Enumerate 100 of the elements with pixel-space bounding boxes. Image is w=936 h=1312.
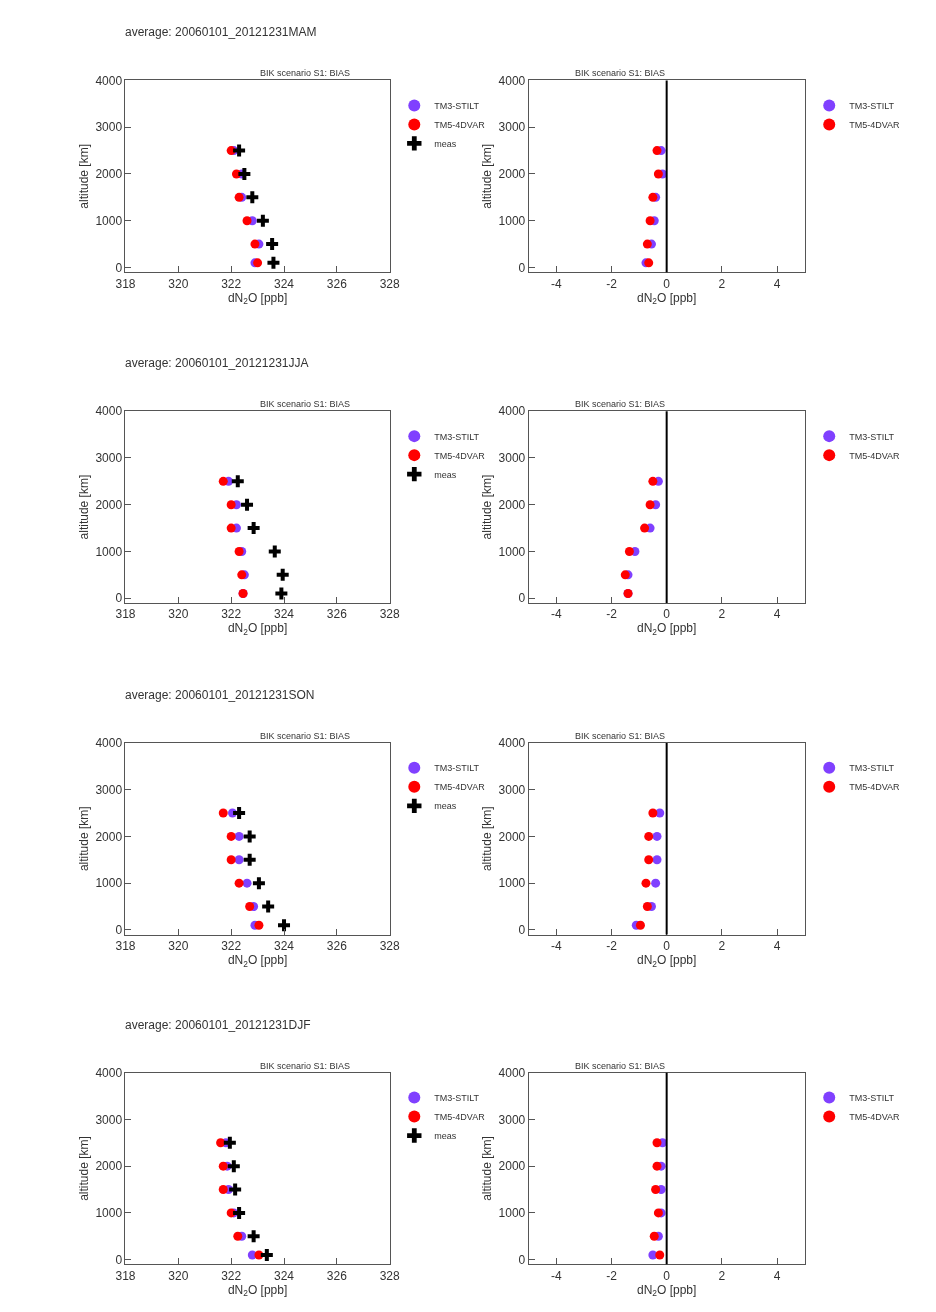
chart-title: BIK scenario S1: BIAS: [260, 68, 351, 78]
legend-label: TM3-STILT: [849, 1093, 895, 1104]
x-axis-title: dN$_{2}$O [ppb]: [227, 1282, 288, 1299]
y-tick-label: 1000: [498, 876, 526, 891]
y-tick-label: 4000: [95, 73, 123, 88]
y-tick-label: 2000: [498, 1159, 526, 1174]
x-tick-label: 324: [274, 938, 295, 953]
x-tick-label: 2: [718, 1268, 726, 1283]
chart-title: BIK scenario S1: BIAS: [260, 1061, 351, 1071]
y-tick-label: 2000: [498, 829, 526, 844]
x-axis-title: dN$_{2}$O [ppb]: [227, 952, 288, 969]
y-axis-title: altitude [km]: [76, 474, 91, 540]
y-tick-label: 4000: [498, 1065, 526, 1080]
chart-title: BIK scenario S1: BIAS: [260, 399, 351, 409]
text: average: 20060101_20121231JJA: [125, 356, 309, 370]
x-tick-label: 328: [379, 276, 401, 291]
x-tick-label: 322: [221, 607, 242, 622]
legend-label: TM3-STILT: [434, 100, 480, 111]
x-tick-label: 0: [663, 276, 671, 291]
x-axis-title: dN$_{2}$O [ppb]: [636, 290, 697, 307]
y-tick-label: 3000: [95, 1112, 123, 1127]
x-axis-title: dN$_{2}$O [ppb]: [636, 621, 697, 637]
x-tick-label: 0: [663, 607, 671, 622]
y-tick-label: 4000: [498, 736, 526, 751]
y-tick-label: 4000: [95, 1065, 123, 1080]
legend-label: meas: [434, 138, 457, 149]
y-tick-label: 1000: [95, 1206, 123, 1221]
text: average: 20060101_20121231MAM: [125, 25, 317, 39]
y-tick-label: 2000: [498, 497, 526, 512]
legend-label: TM5-4DVAR: [434, 1112, 486, 1123]
y-tick-label: 0: [518, 1252, 526, 1267]
y-tick-label: 2000: [498, 167, 526, 182]
chart-title: BIK scenario S1: BIAS: [575, 399, 666, 409]
x-tick-label: 320: [168, 1268, 189, 1283]
y-tick-label: 1000: [498, 544, 526, 559]
chart-title: BIK scenario S1: BIAS: [575, 731, 666, 741]
legend-label: TM5-4DVAR: [849, 782, 901, 793]
x-tick-label: 4: [773, 607, 781, 622]
y-tick-label: 0: [518, 591, 526, 606]
y-tick-label: 0: [115, 260, 123, 275]
y-tick-label: 0: [115, 591, 123, 606]
y-tick-label: 1000: [95, 544, 123, 559]
legend-label: TM3-STILT: [434, 431, 480, 442]
x-tick-label: -4: [550, 607, 562, 622]
x-tick-label: 4: [773, 938, 781, 953]
y-tick-label: 1000: [498, 213, 526, 228]
x-tick-label: 320: [168, 607, 189, 622]
x-tick-label: 318: [115, 1268, 136, 1283]
x-tick-label: 320: [168, 938, 189, 953]
y-tick-label: 0: [518, 923, 526, 938]
y-tick-label: 1000: [95, 213, 123, 228]
y-tick-label: 3000: [95, 120, 123, 135]
y-axis-title: altitude [km]: [479, 474, 494, 540]
x-tick-label: -4: [550, 1268, 562, 1283]
y-axis-title: altitude [km]: [479, 806, 494, 872]
x-tick-label: 326: [326, 938, 348, 953]
legend-label: TM5-4DVAR: [849, 119, 901, 130]
x-tick-label: 0: [663, 938, 671, 953]
legend-label: TM3-STILT: [434, 1093, 480, 1104]
x-tick-label: 322: [221, 938, 242, 953]
y-tick-label: 3000: [498, 1112, 526, 1127]
x-tick-label: 320: [168, 276, 189, 291]
text: average: 20060101_20121231SON: [125, 688, 315, 702]
x-tick-label: 2: [718, 938, 726, 953]
legend-label: TM3-STILT: [849, 763, 895, 774]
legend-label: TM5-4DVAR: [849, 1112, 901, 1123]
y-tick-label: 2000: [95, 1159, 123, 1174]
x-tick-label: 4: [773, 276, 781, 291]
legend-label: meas: [434, 1131, 457, 1142]
x-tick-label: 2: [718, 276, 726, 291]
x-axis-title: dN$_{2}$O [ppb]: [227, 290, 288, 307]
x-tick-label: 318: [115, 276, 136, 291]
x-tick-label: 318: [115, 938, 136, 953]
x-tick-label: 4: [773, 1268, 781, 1283]
legend-label: TM5-4DVAR: [434, 782, 486, 793]
legend-label: TM3-STILT: [434, 763, 480, 774]
x-tick-label: -4: [550, 276, 562, 291]
legend-label: TM5-4DVAR: [849, 450, 901, 461]
y-tick-label: 2000: [95, 497, 123, 512]
y-axis-title: altitude [km]: [76, 806, 91, 872]
text: average: 20060101_20121231DJF: [125, 1018, 311, 1032]
x-tick-label: 322: [221, 276, 242, 291]
y-tick-label: 3000: [95, 451, 123, 466]
y-tick-label: 3000: [498, 782, 526, 797]
chart-title: BIK scenario S1: BIAS: [575, 1061, 666, 1071]
x-tick-label: 328: [379, 1268, 401, 1283]
y-tick-label: 1000: [95, 876, 123, 891]
x-tick-label: -2: [606, 276, 618, 291]
y-tick-label: 3000: [95, 782, 123, 797]
y-tick-label: 3000: [498, 451, 526, 466]
x-tick-label: -4: [550, 938, 562, 953]
legend-label: TM5-4DVAR: [434, 450, 486, 461]
y-tick-label: 4000: [95, 404, 123, 419]
x-tick-label: 326: [326, 276, 348, 291]
x-tick-label: 322: [221, 1268, 242, 1283]
y-tick-label: 3000: [498, 120, 526, 135]
x-tick-label: 326: [326, 607, 348, 622]
y-tick-label: 0: [518, 260, 526, 275]
y-tick-label: 2000: [95, 829, 123, 844]
y-tick-label: 2000: [95, 167, 123, 182]
